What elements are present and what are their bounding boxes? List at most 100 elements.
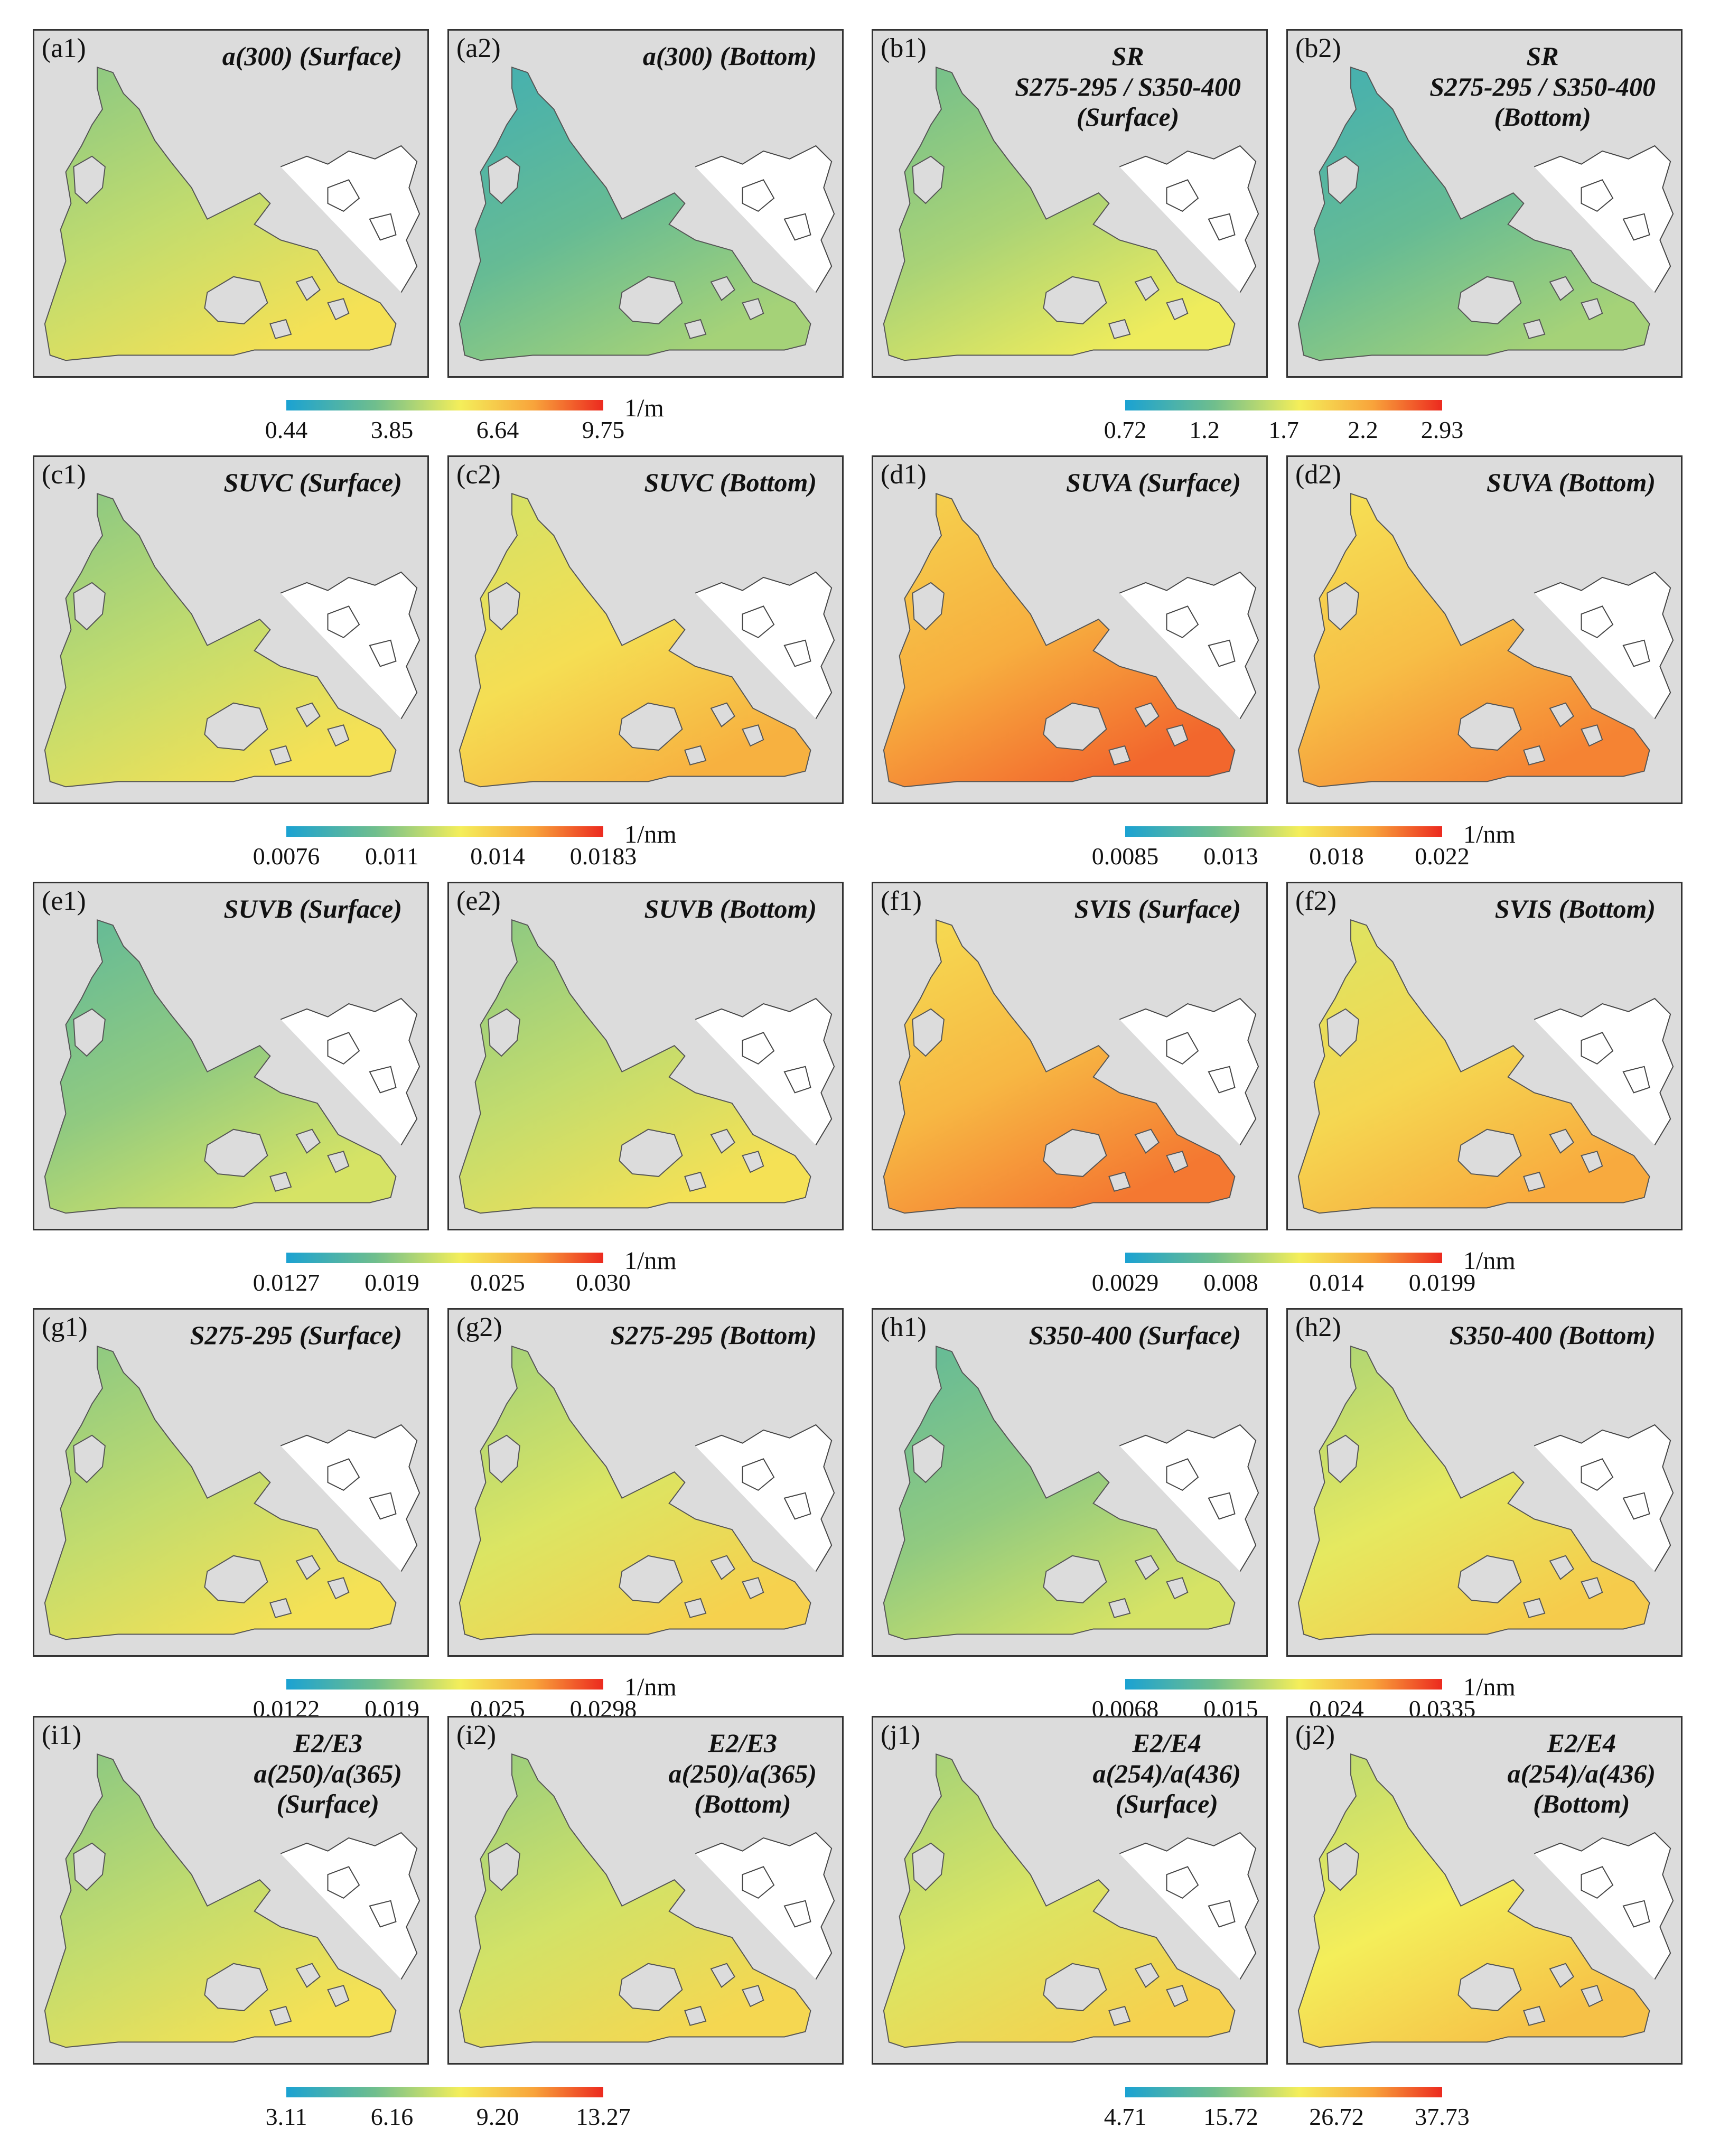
panel-title: E2/E4 a(254)/a(436) (Surface) xyxy=(1093,1728,1241,1819)
island xyxy=(1523,2005,1546,2026)
panel-label: (h2) xyxy=(1295,1312,1341,1342)
island xyxy=(204,1128,268,1177)
colorbar-tick-label: 0.0076 xyxy=(253,843,320,870)
colorbar-unit: 1/nm xyxy=(624,1673,677,1701)
panel-title: SR S275-295 / S350-400 (Surface) xyxy=(1015,41,1241,133)
island xyxy=(912,1008,945,1057)
panel-title-line: E2/E3 xyxy=(708,1728,778,1758)
coastline-outline xyxy=(1534,1832,1674,1980)
panel-title-line: (Bottom) xyxy=(694,1789,791,1818)
colorbar-tick-label: 15.72 xyxy=(1203,2103,1258,2130)
panel-title-line: SUVB (Surface) xyxy=(223,894,402,923)
panel-label: (f2) xyxy=(1295,886,1337,916)
colorbar-tick-label: 0.030 xyxy=(576,1269,631,1296)
colorbar-tick-label: 9.75 xyxy=(582,416,625,443)
island xyxy=(1457,276,1522,324)
panel-title: a(300) (Bottom) xyxy=(643,41,817,72)
island xyxy=(684,745,707,766)
colorbar-tick-label: 0.0199 xyxy=(1408,1269,1476,1296)
island xyxy=(1166,1985,1189,2008)
island xyxy=(912,582,945,631)
island xyxy=(1549,1963,1574,1988)
coastline-outline xyxy=(1119,997,1259,1145)
island xyxy=(1581,298,1603,321)
map-panel-4-0-0: (i1) E2/E3 a(250)/a(365) (Surface) xyxy=(33,1716,429,2065)
island xyxy=(1326,1434,1359,1483)
map-panel-0-0-1: (a2) a(300) (Bottom) xyxy=(447,29,844,378)
colorbar xyxy=(1125,400,1442,410)
panel-title: SUVB (Surface) xyxy=(223,894,402,925)
island xyxy=(1581,1985,1603,2008)
island xyxy=(1581,724,1603,747)
colorbar-tick-label: 0.014 xyxy=(1309,1269,1364,1296)
island xyxy=(1457,1963,1522,2011)
island xyxy=(327,1151,350,1173)
island xyxy=(912,155,945,204)
map-panel-1-0-1: (c2) SUVC (Bottom) xyxy=(447,455,844,804)
island xyxy=(295,1555,321,1580)
colorbar-tick-label: 2.2 xyxy=(1348,416,1378,443)
island xyxy=(912,1434,945,1483)
coastline-outline xyxy=(695,1832,835,1980)
island xyxy=(710,1555,735,1580)
panel-label: (e1) xyxy=(42,886,86,916)
panel-title-line: S350-400 (Bottom) xyxy=(1449,1320,1656,1350)
island xyxy=(1457,702,1522,751)
colorbar-tick-label: 1.2 xyxy=(1189,416,1220,443)
island xyxy=(710,1128,735,1154)
island xyxy=(1108,319,1131,339)
island xyxy=(912,1842,945,1891)
map-panel-1-0-0: (c1) SUVC (Surface) xyxy=(33,455,429,804)
colorbar-tick-label: 0.018 xyxy=(1309,843,1364,870)
colorbar-unit: 1/nm xyxy=(1463,820,1516,848)
map-panel-1-1-1: (d2) SUVA (Bottom) xyxy=(1286,455,1683,804)
map-svg xyxy=(44,492,420,788)
island xyxy=(488,582,520,631)
colorbar xyxy=(1125,826,1442,837)
panel-title-line: SR xyxy=(1526,41,1559,71)
panel-title-line: a(250)/a(365) xyxy=(668,1758,817,1788)
panel-title-line: S275-295 (Bottom) xyxy=(610,1320,817,1350)
island xyxy=(742,1151,764,1173)
island xyxy=(1166,1577,1189,1600)
panel-title-line: SVIS (Bottom) xyxy=(1494,894,1656,923)
island xyxy=(619,702,683,751)
colorbar-tick-label: 0.011 xyxy=(365,843,419,870)
panel-title-line: E2/E4 xyxy=(1132,1728,1202,1758)
colorbar-tick-label: 0.0029 xyxy=(1091,1269,1159,1296)
map-svg xyxy=(1297,1753,1674,2048)
panel-title-line: a(300) (Bottom) xyxy=(642,41,817,71)
island xyxy=(1043,702,1107,751)
map-panel-4-0-1: (i2) E2/E3 a(250)/a(365) (Bottom) xyxy=(447,1716,844,2065)
colorbar-tick-label: 4.71 xyxy=(1104,2103,1147,2130)
island xyxy=(1523,1598,1546,1618)
colorbar-tick-label: 0.44 xyxy=(265,416,308,443)
island xyxy=(1043,1963,1107,2011)
island xyxy=(1549,1555,1574,1580)
island xyxy=(295,1128,321,1154)
island xyxy=(488,155,520,204)
panel-title-line: (Surface) xyxy=(276,1789,379,1818)
coastline-outline xyxy=(1534,571,1674,719)
colorbar-tick-label: 0.014 xyxy=(470,843,525,870)
island xyxy=(73,582,106,631)
panel-label: (j2) xyxy=(1295,1720,1335,1750)
panel-title: a(300) (Surface) xyxy=(222,41,402,72)
map-svg xyxy=(44,1753,420,2048)
colorbar-tick-label: 1.7 xyxy=(1268,416,1299,443)
panel-title: S275-295 (Surface) xyxy=(190,1320,402,1351)
island xyxy=(742,724,764,747)
panel-label: (a2) xyxy=(456,33,501,63)
panel-title: S275-295 (Bottom) xyxy=(611,1320,817,1351)
island xyxy=(710,276,735,301)
island xyxy=(73,1008,106,1057)
map-panel-1-1-0: (d1) SUVA (Surface) xyxy=(872,455,1268,804)
island xyxy=(1134,276,1160,301)
panel-title-line: (Bottom) xyxy=(1533,1789,1630,1818)
panel-label: (e2) xyxy=(456,886,501,916)
colorbar xyxy=(286,400,603,410)
colorbar xyxy=(1125,1679,1442,1690)
coastline-outline xyxy=(1119,571,1259,719)
colorbar xyxy=(1125,2087,1442,2097)
colorbar-unit: 1/nm xyxy=(624,820,677,848)
